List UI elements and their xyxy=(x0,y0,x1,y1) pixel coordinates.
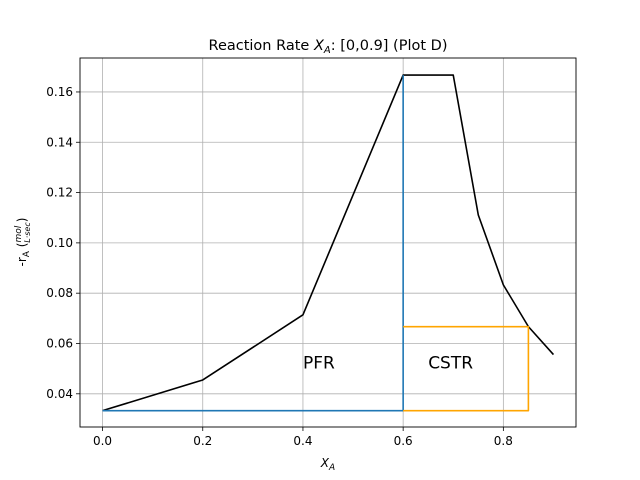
x-tick-label: 0.0 xyxy=(93,434,112,448)
grid xyxy=(80,58,576,427)
annotation-cstr: CSTR xyxy=(428,354,473,374)
x-tick-label: 0.4 xyxy=(293,434,312,448)
y-tick-label: 0.14 xyxy=(46,135,73,149)
y-tick-label: 0.08 xyxy=(46,286,73,300)
y-tick-label: 0.04 xyxy=(46,387,73,401)
y-tick-label: 0.06 xyxy=(46,336,73,350)
y-tick-label: 0.16 xyxy=(46,85,73,99)
annotation-pfr: PFR xyxy=(303,354,335,374)
chart-title: Reaction Rate XA: [0,0.9] (Plot D) xyxy=(209,38,448,56)
y-tick-label: 0.10 xyxy=(46,236,73,250)
x-tick-label: 0.8 xyxy=(494,434,513,448)
x-tick-label: 0.6 xyxy=(394,434,413,448)
rate-curve-line xyxy=(102,74,555,412)
series-group xyxy=(102,74,555,412)
ticks: 0.0 0.2 0.4 0.6 0.8 0.04 0.06 0.08 0.10 0.12 0.14 0… xyxy=(46,85,513,448)
x-tick-label: 0.2 xyxy=(193,434,212,448)
y-tick-label: 0.12 xyxy=(46,186,73,200)
x-axis-label: XA xyxy=(320,456,335,473)
cstr-region-line xyxy=(403,325,530,412)
annotations: PFR CSTR xyxy=(303,354,473,374)
